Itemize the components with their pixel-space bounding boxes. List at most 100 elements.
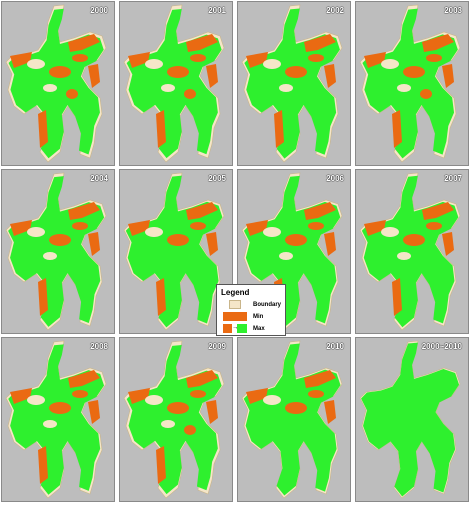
min-extent [279, 252, 293, 260]
year-label: 2002 [326, 6, 344, 15]
map-panel: 2000~2010 [355, 337, 469, 502]
min-extent [167, 402, 189, 414]
lake-map [5, 172, 107, 331]
min-extent [263, 395, 281, 405]
min-extent [38, 446, 48, 484]
lake-map [123, 4, 225, 163]
map-panel: 2010 [237, 337, 351, 502]
min-extent [167, 66, 189, 78]
year-label: 2008 [90, 342, 108, 351]
min-extent [397, 252, 411, 260]
min-extent [72, 54, 88, 62]
map-panel: 2007 [355, 169, 469, 334]
min-swatch [223, 312, 247, 321]
min-extent [49, 66, 71, 78]
map-panel: 2002 [237, 1, 351, 166]
min-extent [38, 110, 48, 148]
max-extent [125, 175, 223, 328]
min-extent [403, 66, 425, 78]
map-panel: 2003 [355, 1, 469, 166]
year-label: 2004 [90, 174, 108, 183]
lake-map [359, 4, 461, 163]
min-extent [263, 227, 281, 237]
min-extent [381, 59, 399, 69]
map-panel: 2009 [119, 337, 233, 502]
min-extent [68, 370, 100, 388]
max-extent [8, 8, 104, 159]
min-extent [426, 222, 442, 230]
min-extent [161, 84, 175, 92]
min-extent [206, 400, 218, 424]
min-extent [27, 227, 45, 237]
min-extent [392, 110, 402, 148]
min-extent [426, 54, 442, 62]
min-extent [10, 220, 32, 236]
year-label: 2000 [90, 6, 108, 15]
min-extent [206, 64, 218, 88]
min-extent [246, 388, 268, 404]
map-panel: 2008 [1, 337, 115, 502]
min-extent [397, 84, 411, 92]
min-extent [190, 54, 206, 62]
min-extent [156, 110, 166, 148]
legend-row-min: Min [221, 311, 281, 323]
min-extent [43, 420, 57, 428]
max-extent [243, 343, 341, 496]
lake-map [123, 172, 225, 331]
min-extent [422, 202, 454, 220]
max-extent [362, 8, 458, 159]
min-extent [285, 402, 307, 414]
lake-map [123, 340, 225, 499]
min-extent [324, 232, 336, 256]
min-extent [304, 370, 336, 388]
min-extent [72, 222, 88, 230]
boundary-swatch [229, 300, 241, 309]
min-extent [128, 388, 150, 404]
min-extent [184, 89, 196, 99]
min-extent [184, 425, 196, 435]
min-extent [10, 388, 32, 404]
min-extent [10, 52, 32, 68]
min-extent [43, 84, 57, 92]
min-extent [364, 52, 386, 68]
max-extent [126, 344, 222, 495]
min-extent [381, 227, 399, 237]
legend-label-boundary: Boundary [253, 302, 282, 308]
min-extent [442, 232, 454, 256]
lake-map [359, 172, 461, 331]
min-extent [156, 446, 166, 484]
arrow-right-icon: → [232, 324, 239, 331]
min-extent [186, 370, 218, 388]
min-extent [27, 59, 45, 69]
legend-label-min: Min [253, 314, 264, 320]
lake-map [359, 340, 461, 499]
min-extent [308, 54, 324, 62]
min-extent [308, 222, 324, 230]
max-extent [361, 342, 460, 497]
min-extent [49, 234, 71, 246]
lake-map [5, 340, 107, 499]
min-extent [285, 66, 307, 78]
min-extent [68, 34, 100, 52]
map-panel: 2000 [1, 1, 115, 166]
min-extent [274, 110, 284, 148]
min-extent [145, 59, 163, 69]
min-extent [167, 234, 189, 246]
lake-map [5, 4, 107, 163]
min-extent [88, 400, 100, 424]
min-extent [43, 252, 57, 260]
min-extent [403, 234, 425, 246]
min-extent [88, 232, 100, 256]
max-extent [126, 8, 222, 159]
year-label: 2000~2010 [421, 342, 462, 351]
min-extent [190, 222, 206, 230]
min-extent [68, 202, 100, 220]
map-panel: 2004 [1, 169, 115, 334]
min-extent [88, 64, 100, 88]
year-label: 2003 [444, 6, 462, 15]
max-extent [8, 344, 105, 495]
min-extent [442, 64, 454, 88]
min-extent [156, 278, 166, 316]
max-extent [244, 8, 340, 159]
